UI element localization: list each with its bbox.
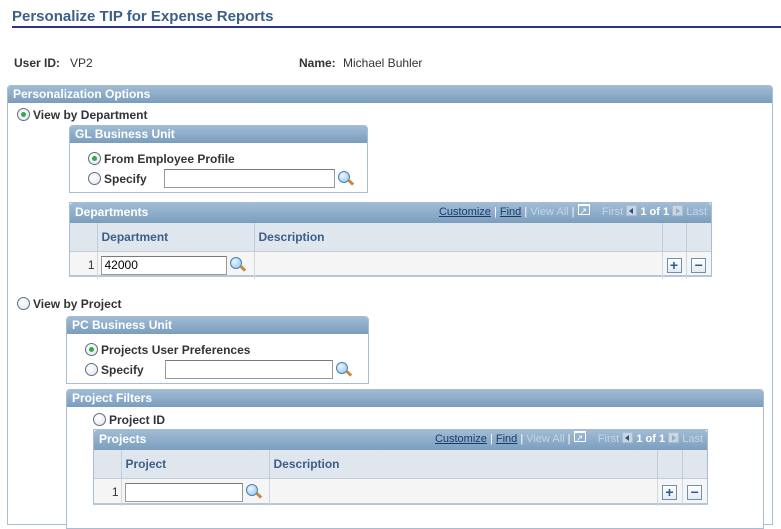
from-employee-profile-label: From Employee Profile [104,152,235,166]
department-column-header: Department [97,223,255,252]
projects-user-preferences-label: Projects User Preferences [101,343,251,357]
pc-business-unit-header: PC Business Unit [67,317,368,334]
prev-arrow-icon [626,205,638,216]
row-number: 1 [94,478,122,506]
project-id-label: Project ID [109,413,166,427]
page-title: Personalize TIP for Expense Reports [12,8,274,25]
department-input[interactable] [100,255,227,275]
title-divider [12,26,781,28]
row-count: 1 of 1 [640,206,670,218]
gl-business-unit-header: GL Business Unit [70,126,367,143]
gl-specify-label: Specify [104,172,147,186]
projects-user-preferences-radio[interactable]: Projects User Preferences [85,343,250,357]
view-by-department-label: View by Department [33,108,148,122]
prev-arrow-icon [622,432,634,443]
project-description [269,478,658,506]
departments-grid: Departments Customize | Find | View All … [69,202,712,279]
name-value: Michael Buhler [343,56,423,70]
personalization-options-header: Personalization Options [8,86,772,103]
radio-unselected-icon[interactable] [85,363,98,376]
delete-row-button[interactable]: − [687,484,703,500]
project-input[interactable] [124,482,243,502]
department-description [254,251,663,279]
radio-selected-icon[interactable] [17,108,30,121]
customize-link[interactable]: Customize [434,433,487,445]
user-id-value: VP2 [70,56,93,70]
radio-selected-icon[interactable] [85,343,98,356]
magnifier-icon[interactable] [336,361,352,378]
first-link: First [597,433,620,445]
row-num-header [94,450,122,479]
view-by-project-label: View by Project [33,297,122,311]
grid-navigation: Customize | Find | View All | First 1 of… [434,429,703,449]
description-column-header: Description [269,450,658,479]
projects-grid-title: Projects [99,432,147,446]
gl-specify-radio[interactable]: Specify [88,172,147,186]
project-filters-header: Project Filters [67,390,763,407]
gl-business-unit-box: GL Business Unit [69,125,368,193]
project-id-radio[interactable]: Project ID [93,413,165,427]
radio-unselected-icon[interactable] [17,297,30,310]
magnifier-icon[interactable] [245,484,262,500]
find-link[interactable]: Find [499,206,522,218]
name-label: Name: [299,56,336,70]
magnifier-icon[interactable] [338,170,354,187]
new-window-icon[interactable] [577,202,590,221]
add-row-button[interactable]: + [662,484,677,500]
radio-unselected-icon[interactable] [88,172,101,185]
view-by-department-radio[interactable]: View by Department [17,108,147,122]
grid-navigation: Customize | Find | View All | First 1 of… [438,202,707,222]
row-num-header [70,223,98,252]
last-link: Last [686,206,707,218]
row-number: 1 [70,251,98,279]
table-row: 1 + − [70,251,711,279]
delete-row-button[interactable]: − [691,257,707,273]
view-by-project-radio[interactable]: View by Project [17,297,121,311]
next-arrow-icon [668,432,680,443]
departments-grid-title: Departments [75,205,149,219]
view-all-link: View All [530,206,569,218]
from-employee-profile-radio[interactable]: From Employee Profile [88,152,235,166]
description-column-header: Description [254,223,663,252]
find-link[interactable]: Find [495,433,518,445]
magnifier-icon[interactable] [229,257,246,273]
table-row: 1 + − [94,478,707,506]
add-row-button[interactable]: + [666,257,682,273]
first-link: First [601,206,624,218]
projects-grid: Projects Customize | Find | View All | F… [93,429,708,506]
project-column-header: Project [121,450,270,479]
radio-unselected-icon[interactable] [93,413,106,426]
customize-link[interactable]: Customize [438,206,491,218]
view-all-link: View All [526,433,565,445]
next-arrow-icon [672,205,684,216]
last-link: Last [682,433,703,445]
pc-specify-label: Specify [101,363,144,377]
row-count: 1 of 1 [636,433,666,445]
new-window-icon[interactable] [573,429,586,448]
radio-selected-icon[interactable] [88,152,101,165]
pc-business-unit-input[interactable] [165,360,333,379]
gl-business-unit-input[interactable] [164,169,335,188]
pc-specify-radio[interactable]: Specify [85,363,144,377]
user-id-label: User ID: [14,56,61,70]
